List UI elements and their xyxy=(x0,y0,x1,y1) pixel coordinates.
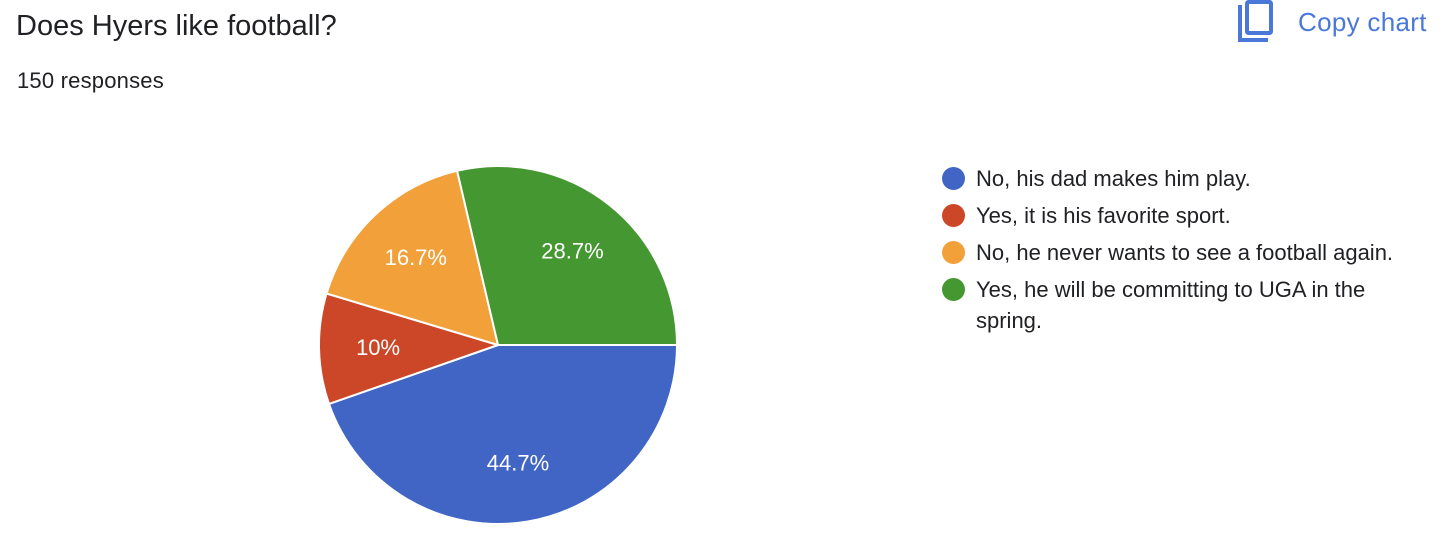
legend-label-4: Yes, he will be committing to UGA in the… xyxy=(976,277,1366,333)
legend-label-3: No, he never wants to see a football aga… xyxy=(976,240,1394,265)
slice-label-1: 44.7% xyxy=(487,451,549,476)
legend-swatch-3 xyxy=(942,241,965,264)
legend-item-4[interactable]: Yes, he will be committing to UGA in the… xyxy=(942,274,1422,336)
slice-label-3: 16.7% xyxy=(385,245,447,270)
legend-item-2[interactable]: Yes, it is his favorite sport. xyxy=(942,200,1422,231)
slice-label-2: 10% xyxy=(356,335,400,360)
copy-chart-button[interactable]: Copy chart xyxy=(1236,0,1427,44)
response-count: 150 responses xyxy=(17,68,164,93)
copy-chart-label: Copy chart xyxy=(1298,7,1427,37)
legend-swatch-2 xyxy=(942,204,965,227)
legend-item-1[interactable]: No, his dad makes him play. xyxy=(942,163,1422,194)
pie-slices xyxy=(318,165,678,525)
pie-slice-2[interactable] xyxy=(318,292,499,405)
copy-icon xyxy=(1238,0,1273,42)
pie-labels: 44.7% 10% 16.7% 28.7% xyxy=(356,239,604,476)
chart-legend: No, his dad makes him play. Yes, it is hi… xyxy=(942,163,1422,342)
legend-label-1: No, his dad makes him play. xyxy=(976,166,1251,191)
legend-swatch-1 xyxy=(942,167,965,190)
chart-title: Does Hyers like football? xyxy=(16,10,337,42)
pie-slice-1[interactable] xyxy=(328,344,678,525)
legend-label-2: Yes, it is his favorite sport. xyxy=(976,203,1231,228)
slice-label-4: 28.7% xyxy=(541,239,603,264)
legend-swatch-4 xyxy=(942,278,965,301)
pie-slice-4[interactable] xyxy=(456,165,678,346)
pie-slice-3[interactable] xyxy=(325,169,499,346)
legend-item-3[interactable]: No, he never wants to see a football aga… xyxy=(942,237,1422,268)
